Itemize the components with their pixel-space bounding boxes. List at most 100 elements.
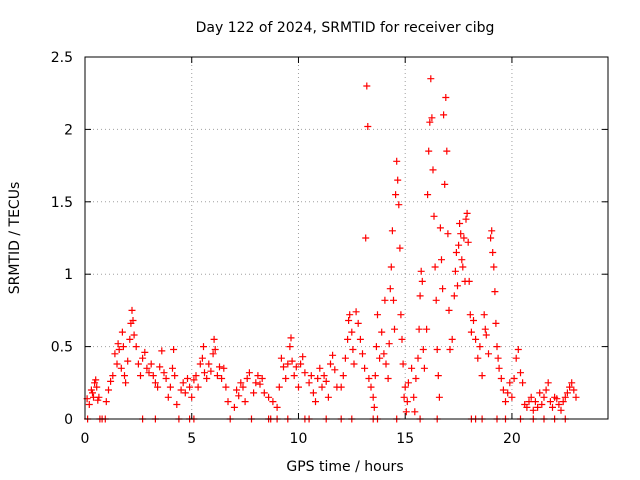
data-point xyxy=(458,256,466,264)
data-point xyxy=(151,379,159,387)
data-point xyxy=(194,383,202,391)
data-point xyxy=(553,395,561,403)
data-point xyxy=(506,379,514,387)
data-point xyxy=(121,372,128,380)
data-point xyxy=(426,118,434,126)
data-point xyxy=(331,366,339,374)
data-point xyxy=(280,363,287,371)
data-point xyxy=(230,403,238,411)
data-point xyxy=(129,317,137,324)
data-point xyxy=(527,393,535,401)
data-point xyxy=(269,398,277,406)
data-point xyxy=(427,75,435,83)
data-point xyxy=(462,215,470,223)
data-point xyxy=(124,357,132,365)
data-point xyxy=(117,364,125,372)
data-point xyxy=(380,350,388,358)
data-point xyxy=(410,393,418,401)
data-point xyxy=(401,383,409,391)
data-point xyxy=(156,363,164,371)
data-point xyxy=(443,147,451,155)
data-point xyxy=(284,360,292,368)
data-point xyxy=(179,379,187,387)
data-point xyxy=(354,319,362,327)
data-point xyxy=(170,346,178,353)
data-point xyxy=(188,393,196,401)
data-point xyxy=(201,369,208,377)
data-point xyxy=(374,311,381,319)
data-point xyxy=(435,393,443,401)
data-point xyxy=(241,398,249,406)
data-point xyxy=(488,227,496,235)
data-point xyxy=(318,383,326,391)
data-point xyxy=(305,379,313,387)
data-point xyxy=(557,406,565,414)
data-point xyxy=(250,389,258,397)
data-point xyxy=(497,375,505,382)
data-point xyxy=(381,296,389,304)
data-point xyxy=(216,363,223,371)
data-point xyxy=(147,360,155,368)
data-point xyxy=(411,408,419,416)
data-point xyxy=(408,364,416,372)
data-point xyxy=(346,311,354,319)
y-tick-label: 1.5 xyxy=(51,195,73,211)
data-point xyxy=(392,191,400,199)
data-point xyxy=(203,375,211,382)
data-point xyxy=(154,383,162,391)
data-point xyxy=(254,372,262,380)
data-point xyxy=(531,398,539,406)
data-point xyxy=(487,234,495,242)
data-point xyxy=(463,209,471,217)
data-point xyxy=(445,306,453,314)
data-point xyxy=(460,234,468,242)
data-point xyxy=(252,379,260,387)
data-point xyxy=(512,354,520,362)
data-point xyxy=(570,386,578,394)
data-point xyxy=(480,311,488,319)
data-point xyxy=(472,335,480,343)
data-point xyxy=(337,383,345,391)
data-point xyxy=(563,389,571,397)
data-point xyxy=(128,306,136,314)
data-point xyxy=(258,375,266,382)
data-point xyxy=(536,389,544,397)
data-point xyxy=(444,230,452,238)
data-point xyxy=(555,401,563,408)
data-point xyxy=(245,369,253,377)
data-point xyxy=(423,325,431,333)
data-point xyxy=(290,372,298,380)
data-point xyxy=(510,375,518,382)
data-point xyxy=(455,241,463,249)
data-point xyxy=(149,372,157,380)
data-point xyxy=(348,328,356,336)
data-point xyxy=(107,377,115,385)
data-point xyxy=(370,403,378,411)
data-point xyxy=(376,354,384,362)
data-point xyxy=(139,354,147,362)
data-point xyxy=(115,346,123,353)
data-point xyxy=(544,379,552,387)
data-point xyxy=(171,372,179,380)
data-point xyxy=(207,367,215,375)
data-point xyxy=(273,403,281,411)
data-point xyxy=(184,375,191,382)
data-point xyxy=(397,311,405,319)
y-axis-label: SRMTID / TECUs xyxy=(7,182,23,295)
data-point xyxy=(218,375,226,382)
data-point xyxy=(464,238,472,246)
data-point xyxy=(350,360,358,368)
data-point xyxy=(239,383,247,391)
data-point xyxy=(384,375,392,382)
data-point xyxy=(404,379,412,387)
data-point xyxy=(433,346,441,353)
data-point xyxy=(211,346,219,353)
data-point xyxy=(169,364,176,372)
data-point xyxy=(166,383,174,391)
data-point xyxy=(489,249,497,256)
data-point xyxy=(424,191,432,199)
data-point xyxy=(428,114,436,122)
data-point xyxy=(559,398,567,406)
data-point xyxy=(265,393,273,401)
data-point xyxy=(400,393,408,401)
